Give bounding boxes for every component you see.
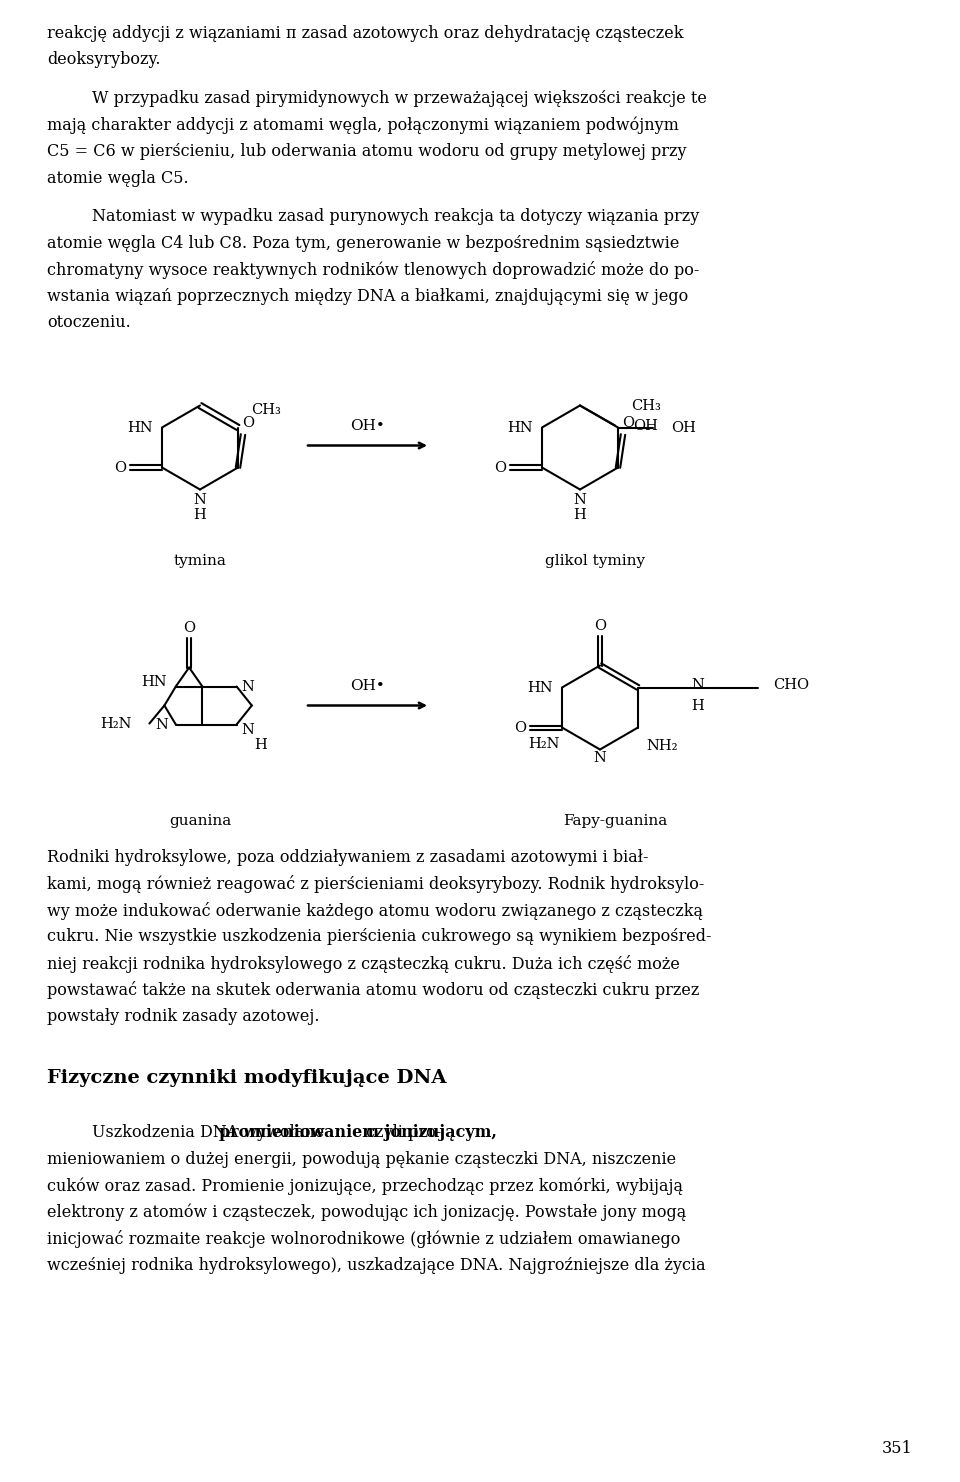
Text: Fizyczne czynniki modyfikujące DNA: Fizyczne czynniki modyfikujące DNA xyxy=(47,1069,446,1086)
Text: Natomiast w wypadku zasad purynowych reakcja ta dotyczy wiązania przy: Natomiast w wypadku zasad purynowych rea… xyxy=(92,207,699,225)
Text: kami, mogą również reagować z pierścieniami deoksyrybozy. Rodnik hydroksylo-: kami, mogą również reagować z pierścieni… xyxy=(47,874,705,894)
Text: H₂N: H₂N xyxy=(100,716,132,731)
Text: CHO: CHO xyxy=(773,677,809,692)
Text: O: O xyxy=(242,415,254,430)
Text: CH₃: CH₃ xyxy=(631,399,660,412)
Text: CH₃: CH₃ xyxy=(252,403,281,416)
Text: HN: HN xyxy=(527,680,553,695)
Text: HN: HN xyxy=(507,421,533,434)
Text: chromatyny wysoce reaktywnych rodników tlenowych doprowadzić może do po-: chromatyny wysoce reaktywnych rodników t… xyxy=(47,261,700,279)
Text: N: N xyxy=(691,677,705,692)
Text: czyli pro-: czyli pro- xyxy=(361,1123,441,1141)
Text: Uszkodzenia DNA wywołane: Uszkodzenia DNA wywołane xyxy=(92,1123,329,1141)
Text: O: O xyxy=(183,621,195,634)
Text: HN: HN xyxy=(127,421,153,434)
Text: N: N xyxy=(593,750,607,765)
Text: guanina: guanina xyxy=(169,814,231,827)
Text: N: N xyxy=(242,723,254,737)
Text: powstały rodnik zasady azotowej.: powstały rodnik zasady azotowej. xyxy=(47,1008,320,1024)
Text: W przypadku zasad pirymidynowych w przeważającej większości reakcje te: W przypadku zasad pirymidynowych w przew… xyxy=(92,90,707,107)
Text: atomie węgla C4 lub C8. Poza tym, generowanie w bezpośrednim sąsiedztwie: atomie węgla C4 lub C8. Poza tym, genero… xyxy=(47,234,680,252)
Text: glikol tyminy: glikol tyminy xyxy=(545,553,645,568)
Text: inicjować rozmaite reakcje wolnorodnikowe (głównie z udziałem omawianego: inicjować rozmaite reakcje wolnorodnikow… xyxy=(47,1230,681,1248)
Text: H₂N: H₂N xyxy=(529,737,560,750)
Text: OH•: OH• xyxy=(350,418,385,433)
Text: NH₂: NH₂ xyxy=(646,738,678,753)
Text: Fapy-guanina: Fapy-guanina xyxy=(563,814,667,827)
Text: HN: HN xyxy=(141,674,167,689)
Text: O: O xyxy=(494,461,506,474)
Text: O: O xyxy=(514,720,526,735)
Text: atomie węgla C5.: atomie węgla C5. xyxy=(47,169,188,187)
Text: powstawać także na skutek oderwania atomu wodoru od cząsteczki cukru przez: powstawać także na skutek oderwania atom… xyxy=(47,981,700,999)
Text: N: N xyxy=(242,680,254,694)
Text: O: O xyxy=(594,618,606,633)
Text: O: O xyxy=(114,461,126,474)
Text: cuków oraz zasad. Promienie jonizujące, przechodząc przez komórki, wybijają: cuków oraz zasad. Promienie jonizujące, … xyxy=(47,1177,683,1194)
Text: H: H xyxy=(194,507,206,522)
Text: O: O xyxy=(622,415,634,430)
Text: Rodniki hydroksylowe, poza oddziaływaniem z zasadami azotowymi i biał-: Rodniki hydroksylowe, poza oddziaływanie… xyxy=(47,849,649,865)
Text: deoksyrybozy.: deoksyrybozy. xyxy=(47,52,160,68)
Text: reakcję addycji z wiązaniami π zasad azotowych oraz dehydratację cząsteczek: reakcję addycji z wiązaniami π zasad azo… xyxy=(47,25,684,41)
Text: wstania wiązań poprzecznych między DNA a białkami, znajdującymi się w jego: wstania wiązań poprzecznych między DNA a… xyxy=(47,288,688,304)
Text: otoczeniu.: otoczeniu. xyxy=(47,314,131,330)
Text: 351: 351 xyxy=(882,1441,913,1457)
Text: tymina: tymina xyxy=(174,553,227,568)
Text: wcześniej rodnika hydroksylowego), uszkadzające DNA. Najgroźniejsze dla życia: wcześniej rodnika hydroksylowego), uszka… xyxy=(47,1257,706,1273)
Text: promieniowaniem jonizującym,: promieniowaniem jonizującym, xyxy=(219,1123,496,1141)
Text: OH: OH xyxy=(671,421,696,434)
Text: OH•: OH• xyxy=(350,679,385,692)
Text: niej reakcji rodnika hydroksylowego z cząsteczką cukru. Duża ich część może: niej reakcji rodnika hydroksylowego z cz… xyxy=(47,954,680,972)
Text: N: N xyxy=(155,717,168,732)
Text: cukru. Nie wszystkie uszkodzenia pierścienia cukrowego są wynikiem bezpośred-: cukru. Nie wszystkie uszkodzenia pierści… xyxy=(47,928,711,946)
Text: C5 = C6 w pierścieniu, lub oderwania atomu wodoru od grupy metylowej przy: C5 = C6 w pierścieniu, lub oderwania ato… xyxy=(47,142,686,160)
Text: mają charakter addycji z atomami węgla, połączonymi wiązaniem podwójnym: mają charakter addycji z atomami węgla, … xyxy=(47,117,679,133)
Text: wy może indukować oderwanie każdego atomu wodoru związanego z cząsteczką: wy może indukować oderwanie każdego atom… xyxy=(47,901,703,919)
Text: H: H xyxy=(691,698,705,713)
Text: elektrony z atomów i cząsteczek, powodując ich jonizację. Powstałe jony mogą: elektrony z atomów i cząsteczek, powoduj… xyxy=(47,1203,686,1221)
Text: N: N xyxy=(194,492,206,507)
Text: OH: OH xyxy=(633,418,658,433)
Text: H: H xyxy=(254,738,267,751)
Text: mieniowaniem o dużej energii, powodują pękanie cząsteczki DNA, niszczenie: mieniowaniem o dużej energii, powodują p… xyxy=(47,1150,676,1168)
Text: H: H xyxy=(574,507,587,522)
Text: N: N xyxy=(573,492,587,507)
